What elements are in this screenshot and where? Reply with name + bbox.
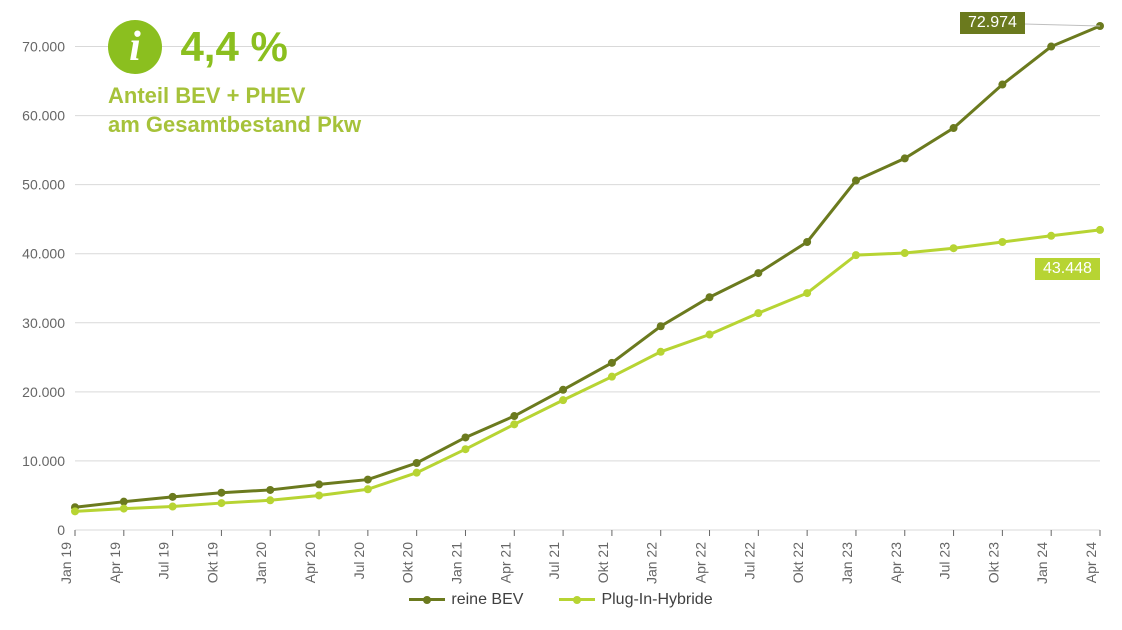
x-tick-label: Apr 23 [888,542,904,583]
x-tick-label: Jul 22 [741,542,757,580]
series-marker-phev [364,485,372,493]
y-tick-label: 50.000 [22,177,65,193]
series-marker-bev [657,322,665,330]
x-tick-label: Okt 21 [595,542,611,583]
x-tick-label: Jan 24 [1034,542,1050,584]
info-subtitle: Anteil BEV + PHEV am Gesamtbestand Pkw [108,82,428,139]
y-tick-label: 20.000 [22,384,65,400]
info-sub-line1: Anteil BEV + PHEV [108,83,305,108]
series-marker-bev [1047,43,1055,51]
series-marker-bev [364,476,372,484]
series-marker-bev [803,238,811,246]
series-marker-phev [217,499,225,507]
legend-label-phev: Plug-In-Hybride [601,591,712,609]
series-marker-bev [266,486,274,494]
y-tick-label: 0 [57,522,65,538]
end-label-phev: 43.448 [1035,258,1100,280]
series-marker-phev [413,469,421,477]
x-tick-label: Apr 22 [693,542,709,583]
x-tick-label: Apr 24 [1083,542,1099,583]
legend-item-bev: reine BEV [409,591,523,609]
x-tick-label: Apr 21 [497,542,513,583]
chart-container: 0 10.000 20.000 30.000 40.000 50.000 60.000 70.… [0,0,1122,630]
series-marker-phev [754,309,762,317]
x-tick-label: Jul 20 [351,542,367,580]
series-marker-phev [559,396,567,404]
chart-legend: reine BEV Plug-In-Hybride [0,588,1122,609]
series-marker-phev [706,331,714,339]
series-marker-bev [608,359,616,367]
series-marker-phev [510,420,518,428]
series-marker-phev [608,373,616,381]
x-tick-label: Jan 21 [448,542,464,584]
series-marker-phev [803,289,811,297]
series-marker-phev [120,505,128,513]
x-tick-label: Jan 23 [839,542,855,584]
series-marker-bev [559,386,567,394]
series-marker-phev [852,251,860,259]
info-icon: i [108,20,162,74]
y-tick-label: 60.000 [22,108,65,124]
series-marker-phev [901,249,909,257]
x-tick-label: Jul 23 [937,542,953,580]
y-tick-label: 30.000 [22,315,65,331]
series-marker-phev [315,491,323,499]
series-marker-bev [852,177,860,185]
series-marker-bev [998,81,1006,89]
series-marker-bev [217,489,225,497]
info-box: i 4,4 % Anteil BEV + PHEV am Gesamtbesta… [108,20,428,139]
series-line-phev [75,230,1100,511]
legend-item-phev: Plug-In-Hybride [559,591,712,609]
series-marker-bev [510,412,518,420]
series-marker-phev [657,348,665,356]
series-marker-phev [1096,226,1104,234]
x-tick-label: Jan 20 [253,542,269,584]
x-tick-label: Apr 20 [302,542,318,583]
info-sub-line2: am Gesamtbestand Pkw [108,112,361,137]
series-marker-bev [706,293,714,301]
series-marker-phev [950,244,958,252]
end-label-bev: 72.974 [960,12,1025,34]
y-tick-label: 70.000 [22,39,65,55]
series-marker-bev [120,498,128,506]
x-tick-label: Jul 19 [156,542,172,580]
series-marker-phev [169,503,177,511]
series-marker-phev [998,238,1006,246]
info-percentage: 4,4 % [180,23,287,71]
series-marker-bev [461,433,469,441]
series-marker-bev [169,493,177,501]
legend-label-bev: reine BEV [451,591,523,609]
y-tick-label: 10.000 [22,453,65,469]
x-tick-label: Jul 21 [546,542,562,580]
legend-swatch-bev [409,598,445,601]
leader-line-bev [1024,24,1100,26]
series-marker-phev [266,496,274,504]
series-marker-phev [1047,232,1055,240]
series-marker-bev [950,124,958,132]
series-marker-bev [413,459,421,467]
x-tick-label: Okt 19 [204,542,220,583]
x-tick-label: Okt 23 [985,542,1001,583]
x-tick-label: Okt 20 [400,542,416,583]
legend-swatch-phev [559,598,595,601]
series-marker-bev [901,154,909,162]
series-marker-bev [754,269,762,277]
x-tick-label: Okt 22 [790,542,806,583]
series-marker-phev [71,507,79,515]
x-tick-label: Jan 19 [58,542,74,584]
series-marker-bev [315,480,323,488]
series-marker-phev [461,445,469,453]
x-tick-label: Apr 19 [107,542,123,583]
x-tick-label: Jan 22 [644,542,660,584]
y-tick-label: 40.000 [22,246,65,262]
